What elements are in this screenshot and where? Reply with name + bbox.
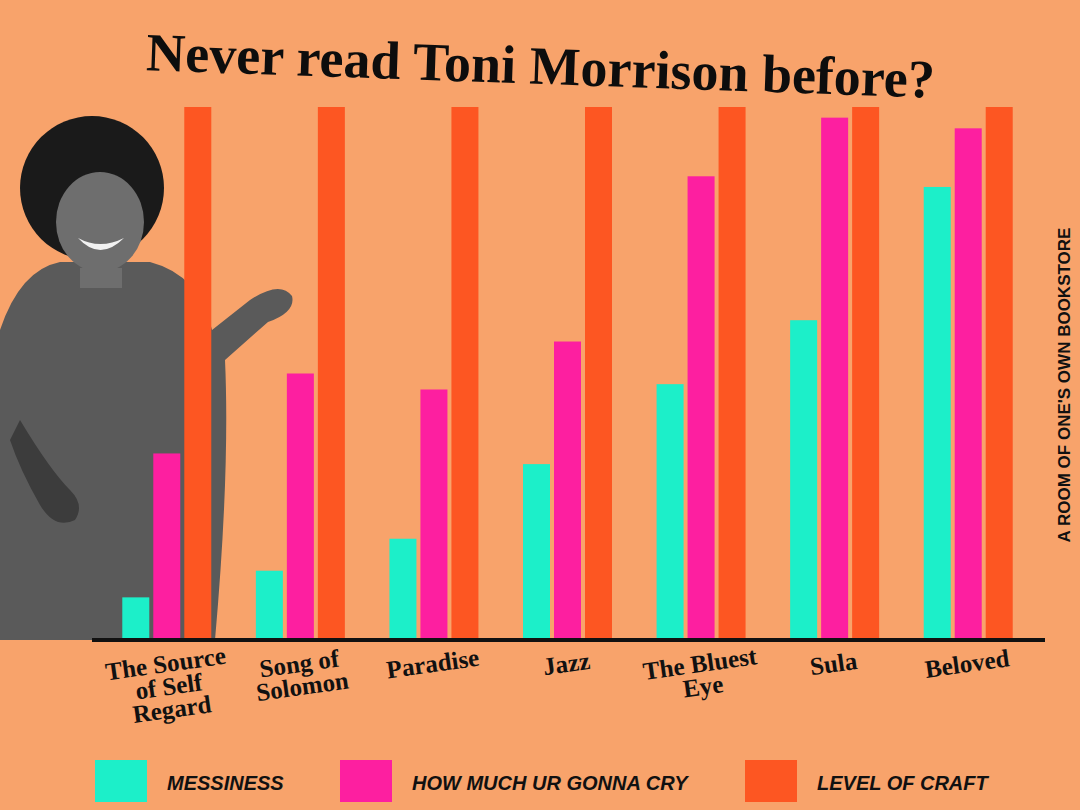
legend-label: LEVEL OF CRAFT [817,772,990,794]
category-label: Beloved [923,644,1011,683]
background [0,0,1080,810]
category-label: Paradise [385,644,481,684]
bars [122,107,1012,640]
legend-swatch [95,760,147,802]
category-label: Song ofSolomon [251,644,350,706]
category-line: Regard [131,690,213,728]
photo-smile [78,238,124,250]
bar [657,384,684,640]
bar [318,107,345,640]
legend-label: MESSINESS [167,772,284,794]
bar [688,176,715,640]
bar [184,107,211,640]
baseline [92,638,1045,642]
annotation: A ROOM OF ONE'S OWN BOOKSTORE [1055,228,1074,543]
photo-arm [10,420,79,523]
bar [585,107,612,640]
photo-figure [0,116,293,640]
bar [790,320,817,640]
category-label: The BluestEye [641,642,762,708]
photo-face [56,172,144,272]
bar [719,107,746,640]
category-line: Sula [808,647,859,680]
legend-swatch [340,760,392,802]
photo-body [0,262,293,640]
bar [122,597,149,640]
category-line: Jazz [541,647,592,680]
bar [852,107,879,640]
bar [821,118,848,640]
photo-neck [80,268,122,288]
legend-swatch [745,760,797,802]
bar [389,539,416,640]
category-label: Jazz [541,647,592,680]
category-line: Paradise [385,644,481,684]
category-line: Solomon [254,667,350,707]
legend: MESSINESS HOW MUCH UR GONNA CRY LEVEL OF C… [95,760,990,802]
category-line: Eye [681,670,725,702]
category-label: Sula [808,647,859,680]
bar [955,128,982,640]
category-label: The Sourceof SelfRegard [104,642,234,731]
bar [153,453,180,640]
bar [924,187,951,640]
bar [554,342,581,640]
title: Never read Toni Morrison before? [145,22,936,109]
bar [256,571,283,640]
bar [523,464,550,640]
category-line: Beloved [923,644,1011,683]
chart: The Sourceof SelfRegard Song ofSolomon Par… [0,0,1080,810]
bar [287,374,314,641]
bar [986,107,1013,640]
legend-label: HOW MUCH UR GONNA CRY [412,772,689,794]
bar [420,389,447,640]
bar [451,107,478,640]
